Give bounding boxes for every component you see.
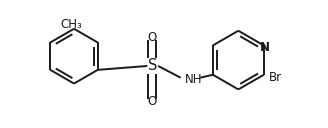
Text: CH₃: CH₃ <box>60 18 82 31</box>
Text: O: O <box>148 31 157 44</box>
Text: NH: NH <box>185 73 202 86</box>
Text: Br: Br <box>269 71 282 84</box>
Text: O: O <box>148 95 157 108</box>
Text: S: S <box>148 58 157 73</box>
Text: N: N <box>260 41 270 55</box>
